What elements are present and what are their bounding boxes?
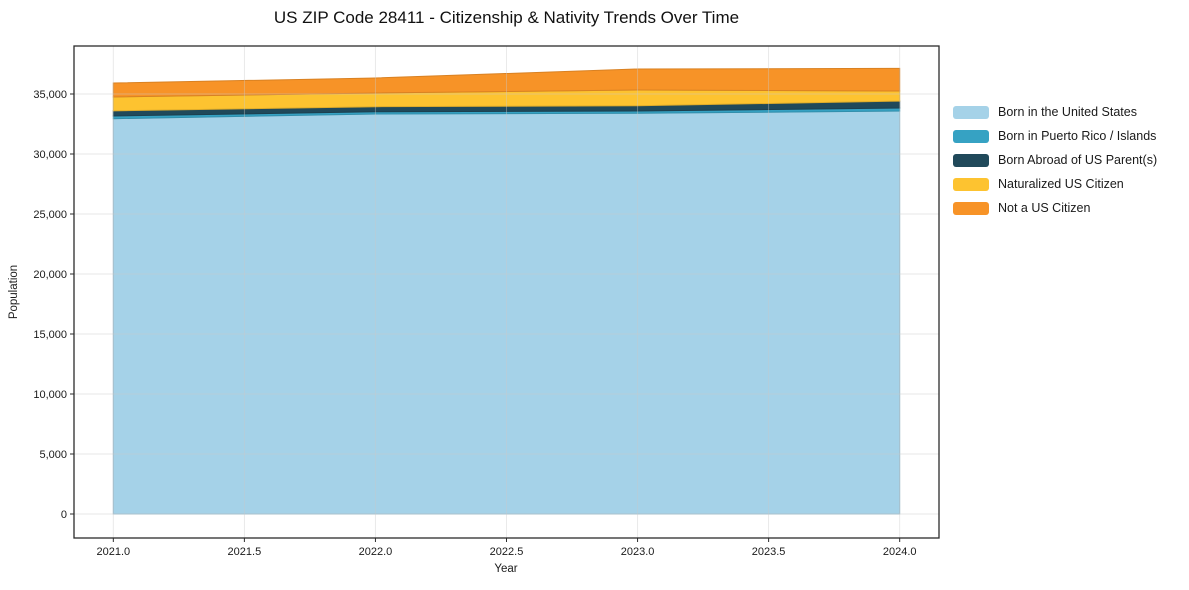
x-tick-label: 2022.0 [359,546,393,558]
y-tick-label: 25,000 [33,209,67,221]
legend-label: Born in the United States [998,105,1137,119]
y-tick-label: 15,000 [33,329,67,341]
legend-swatch-naturalized-icon [953,177,989,191]
legend: Born in the United States Born in Puerto… [953,100,1157,220]
x-tick-label: 2023.5 [752,546,786,558]
legend-label: Born in Puerto Rico / Islands [998,129,1157,143]
chart-title: US ZIP Code 28411 - Citizenship & Nativi… [273,8,740,27]
plot-border [73,45,940,539]
legend-item: Born Abroad of US Parent(s) [953,148,1157,172]
legend-item: Not a US Citizen [953,196,1157,220]
x-axis-label: Year [494,563,518,575]
legend-swatch-born-abroad-icon [953,153,989,167]
y-tick-label: 0 [61,509,67,521]
legend-item: Born in Puerto Rico / Islands [953,124,1157,148]
legend-item: Born in the United States [953,100,1157,124]
legend-swatch-puerto-rico-icon [953,129,989,143]
y-tick-label: 10,000 [33,389,67,401]
y-tick-label: 20,000 [33,269,67,281]
legend-item: Naturalized US Citizen [953,172,1157,196]
x-tick-label: 2023.0 [621,546,655,558]
legend-swatch-not-citizen-icon [953,201,989,215]
legend-label: Not a US Citizen [998,201,1091,215]
x-tick-label: 2021.5 [228,546,262,558]
legend-label: Naturalized US Citizen [998,177,1124,191]
y-tick-label: 35,000 [33,89,67,101]
legend-swatch-born-in-us-icon [953,105,989,119]
area-not-a-us-citizen [112,67,901,98]
y-tick-label: 5,000 [39,449,67,461]
y-tick-label: 30,000 [33,149,67,161]
x-tick-label: 2021.0 [96,546,130,558]
x-tick-label: 2022.5 [490,546,524,558]
x-tick-label: 2024.0 [883,546,917,558]
legend-label: Born Abroad of US Parent(s) [998,153,1158,167]
